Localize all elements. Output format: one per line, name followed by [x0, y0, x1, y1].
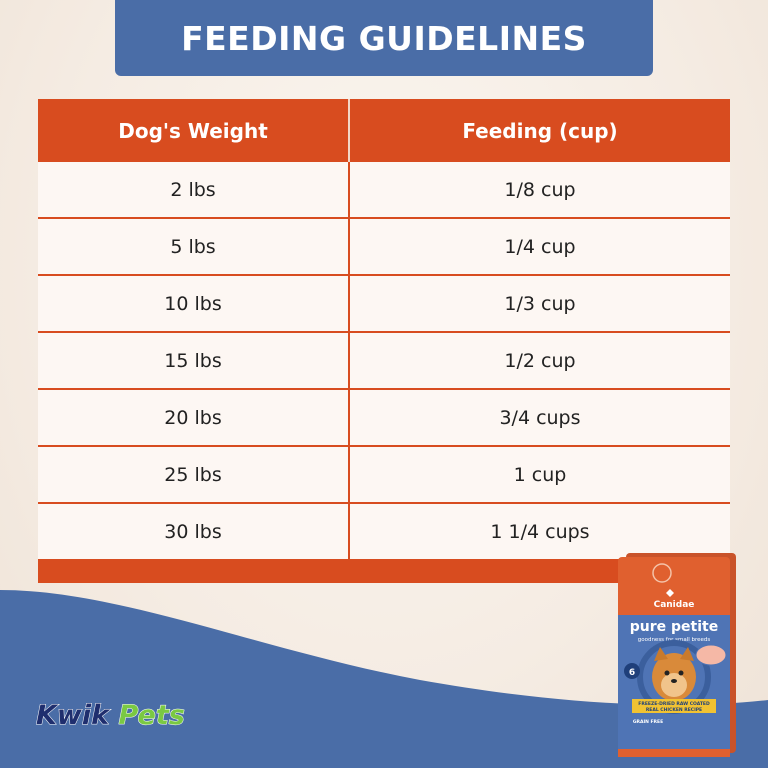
table-header-row: Dog's Weight Feeding (cup): [38, 99, 730, 162]
table-row: 2 lbs 1/8 cup: [38, 162, 730, 219]
bag-product-name: pure petite: [630, 619, 718, 635]
table-row: 5 lbs 1/4 cup: [38, 218, 730, 276]
feeding-table: Dog's Weight Feeding (cup) 2 lbs 1/8 cup…: [38, 99, 730, 561]
table-row: 10 lbs 1/3 cup: [38, 275, 730, 333]
bag-badge: 6: [629, 668, 635, 678]
product-bag-image: Canidae pure petite goodness for small b…: [618, 553, 736, 757]
weight-cell: 20 lbs: [38, 389, 350, 447]
weight-cell: 15 lbs: [38, 332, 350, 390]
header-feeding: Feeding (cup): [349, 99, 730, 162]
kwik-pets-logo: Kwik Pets: [35, 700, 185, 732]
feeding-table-container: Dog's Weight Feeding (cup) 2 lbs 1/8 cup…: [38, 99, 730, 583]
title-banner: FEEDING GUIDELINES: [115, 0, 653, 76]
page-title: FEEDING GUIDELINES: [181, 18, 587, 58]
weight-cell: 30 lbs: [38, 503, 350, 561]
feeding-cell: 1/8 cup: [349, 162, 730, 219]
table-row: 20 lbs 3/4 cups: [38, 389, 730, 447]
table-row: 15 lbs 1/2 cup: [38, 332, 730, 390]
weight-cell: 25 lbs: [38, 446, 350, 504]
weight-cell: 5 lbs: [38, 218, 350, 276]
bag-brand: Canidae: [654, 600, 695, 610]
feeding-cell: 1 1/4 cups: [349, 503, 730, 561]
feeding-cell: 1 cup: [349, 446, 730, 504]
bag-grain-free: GRAIN FREE: [633, 719, 663, 725]
feeding-cell: 1/3 cup: [349, 275, 730, 333]
logo-word-kwik: Kwik: [35, 700, 110, 732]
bag-band-line2: REAL CHICKEN RECIPE: [646, 707, 702, 713]
table-row: 30 lbs 1 1/4 cups: [38, 503, 730, 561]
header-dog-weight: Dog's Weight: [38, 99, 350, 162]
feeding-cell: 1/4 cup: [349, 218, 730, 276]
weight-cell: 2 lbs: [38, 162, 350, 219]
logo-word-pets: Pets: [118, 700, 185, 732]
feeding-cell: 1/2 cup: [349, 332, 730, 390]
bag-tagline: goodness for small breeds: [638, 637, 711, 643]
bag-band-line1: FREEZE-DRIED RAW COATED: [638, 701, 710, 707]
feeding-cell: 3/4 cups: [349, 389, 730, 447]
table-row: 25 lbs 1 cup: [38, 446, 730, 504]
weight-cell: 10 lbs: [38, 275, 350, 333]
